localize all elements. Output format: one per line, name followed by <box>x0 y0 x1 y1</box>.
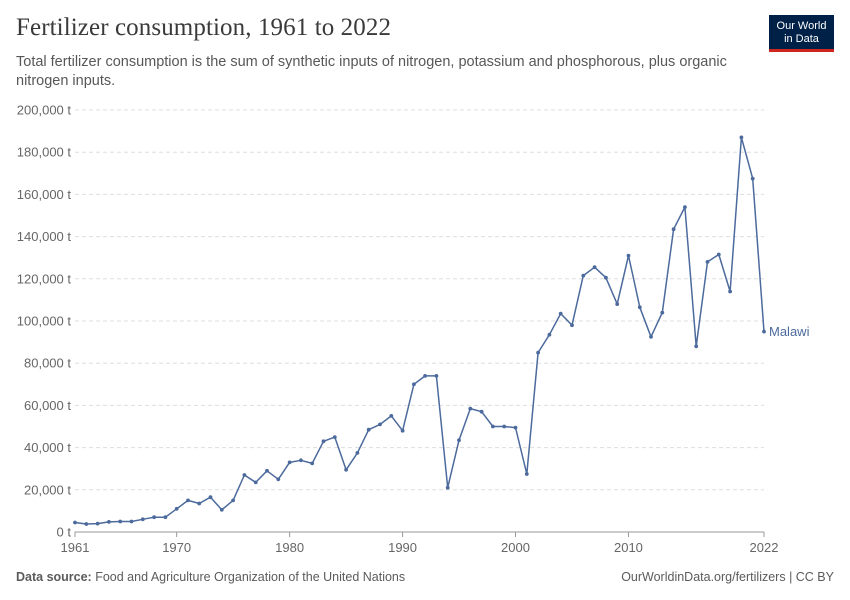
data-point <box>423 374 427 378</box>
data-point <box>491 424 495 429</box>
y-tick-label: 80,000 t <box>24 356 71 371</box>
data-point <box>762 329 766 334</box>
x-tick-label: 1970 <box>162 540 191 555</box>
y-tick-label: 60,000 t <box>24 398 71 413</box>
y-tick-label: 200,000 t <box>17 103 72 118</box>
data-point <box>140 517 145 522</box>
data-point <box>524 472 529 476</box>
y-tick-label: 100,000 t <box>17 314 72 329</box>
data-point <box>502 424 507 429</box>
data-point <box>253 480 258 485</box>
data-point <box>118 519 123 524</box>
url-license-link[interactable]: OurWorldinData.org/fertilizers | CC BY <box>621 570 834 584</box>
data-point <box>389 414 394 418</box>
series-malawi[interactable]: Malawi <box>73 135 810 526</box>
gridlines <box>75 109 764 491</box>
data-point <box>208 495 213 500</box>
data-point <box>344 467 348 472</box>
data-point <box>412 382 416 387</box>
data-point <box>604 275 608 280</box>
y-tick-label: 140,000 t <box>17 229 72 244</box>
data-point <box>705 260 710 264</box>
data-point <box>637 305 642 310</box>
x-tick-label: 2010 <box>614 540 643 555</box>
data-point <box>513 425 518 430</box>
y-tick-label: 40,000 t <box>24 440 71 455</box>
data-source-label: Data source: <box>16 570 92 584</box>
data-point <box>355 451 360 455</box>
data-point <box>592 265 597 270</box>
data-point <box>73 520 77 525</box>
x-tick-label: 1961 <box>61 540 90 555</box>
y-tick-label: 160,000 t <box>17 187 72 202</box>
x-tick-label: 1990 <box>388 540 417 555</box>
data-point <box>310 461 315 466</box>
x-tick-label: 2000 <box>501 540 530 555</box>
data-source: Data source: Food and Agriculture Organi… <box>16 570 405 584</box>
data-point <box>468 406 473 411</box>
data-point <box>434 374 439 378</box>
data-point <box>671 227 676 232</box>
data-point <box>378 422 382 427</box>
data-point <box>558 311 563 316</box>
data-point <box>445 485 450 490</box>
data-point <box>332 435 337 439</box>
data-point <box>683 205 687 210</box>
y-tick-label: 20,000 t <box>24 482 71 497</box>
x-axis: 1961 1970 1980 1990 2000 2010 2022 <box>61 531 779 555</box>
x-tick-label: 2022 <box>750 540 779 555</box>
y-tick-label: 0 t <box>57 525 72 540</box>
data-point <box>400 428 405 433</box>
logo-line-1: Our World <box>776 20 827 32</box>
data-source-text: Food and Agriculture Organization of the… <box>95 570 406 584</box>
data-point <box>750 176 755 181</box>
data-point <box>84 522 89 526</box>
data-point <box>186 498 190 503</box>
data-point <box>174 506 179 511</box>
data-point <box>95 521 100 526</box>
data-point <box>299 458 303 463</box>
data-point <box>163 515 168 520</box>
data-point <box>728 289 732 294</box>
data-point <box>536 350 540 355</box>
chart-subtitle: Total fertilizer consumption is the sum … <box>16 54 727 89</box>
data-point <box>547 332 552 337</box>
data-point <box>716 252 721 257</box>
data-point <box>694 344 699 349</box>
data-point <box>581 273 586 278</box>
data-point <box>242 473 247 477</box>
data-point <box>231 498 236 503</box>
chart-title: Fertilizer consumption, 1961 to 2022 <box>16 14 392 41</box>
data-point <box>265 468 269 473</box>
series-label: Malawi <box>769 324 810 339</box>
data-point <box>615 302 620 306</box>
data-point <box>649 334 653 339</box>
data-point <box>321 439 326 444</box>
data-point <box>276 477 281 482</box>
data-point <box>570 323 574 328</box>
data-point <box>479 409 484 414</box>
data-point <box>107 520 111 524</box>
data-point <box>457 438 461 443</box>
data-point <box>129 519 134 524</box>
data-point <box>287 460 292 465</box>
data-point <box>197 501 202 506</box>
logo-line-2: in Data <box>784 32 819 45</box>
y-axis: 0 t 20,000 t 40,000 t 60,000 t 80,000 t 100,0… <box>17 103 72 540</box>
y-tick-label: 120,000 t <box>17 271 72 286</box>
data-point <box>366 427 371 432</box>
data-point <box>739 135 744 140</box>
data-point <box>219 507 224 512</box>
y-tick-label: 180,000 t <box>17 145 72 160</box>
data-point <box>626 253 631 258</box>
data-point <box>660 310 665 315</box>
data-point <box>152 515 157 520</box>
x-tick-label: 1980 <box>275 540 304 555</box>
series-line <box>74 136 765 525</box>
owid-logo[interactable]: Our World in Data <box>769 15 834 52</box>
